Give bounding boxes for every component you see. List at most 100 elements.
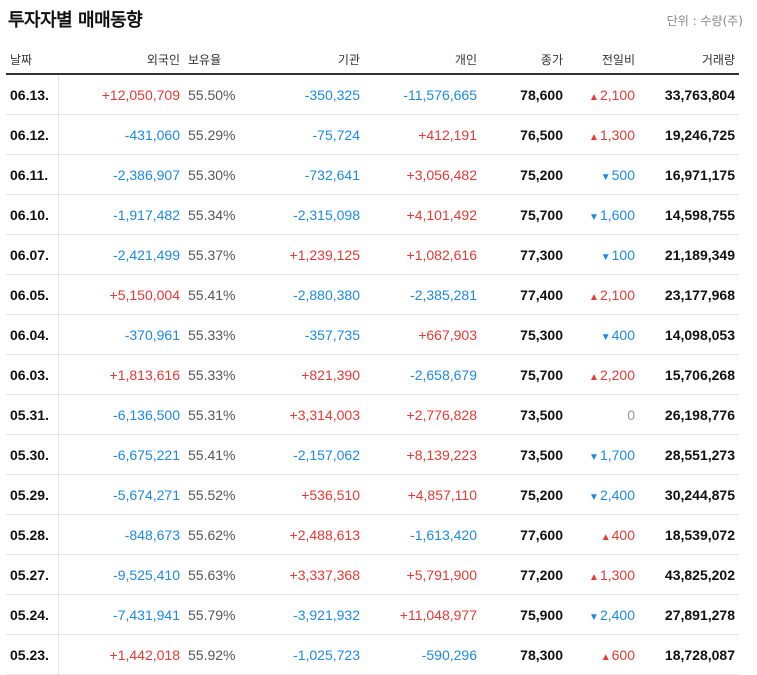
change-value: 2,100 [599,86,635,103]
change-value: 1,300 [599,126,635,143]
cell-change: ▼100 [567,234,639,275]
cell-individual: +412,191 [364,114,481,155]
triangle-down-icon: ▼ [589,451,599,463]
change-value: 2,400 [599,606,635,623]
cell-close: 75,200 [481,474,567,515]
cell-volume: 14,598,755 [639,194,739,235]
cell-change: ▼500 [567,154,639,195]
cell-holding-rate: 55.92% [184,634,246,675]
cell-foreign: -7,431,941 [58,594,184,635]
cell-foreign: -848,673 [58,514,184,555]
table-row: 05.24. -7,431,941 55.79% -3,921,932 +11,048,… [6,594,739,635]
cell-volume: 19,246,725 [639,114,739,155]
cell-individual: -590,296 [364,634,481,675]
cell-holding-rate: 55.30% [184,154,246,195]
cell-institution: +3,314,003 [246,394,364,435]
cell-foreign: +12,050,709 [58,74,184,115]
cell-close: 75,300 [481,314,567,355]
change-value: 2,200 [599,366,635,383]
cell-date: 06.13. [6,74,59,115]
cell-holding-rate: 55.33% [184,314,246,355]
change-value: 1,700 [599,446,635,463]
cell-individual: -2,385,281 [364,274,481,315]
cell-change: ▲400 [567,514,639,555]
cell-institution: -2,315,098 [246,194,364,235]
cell-date: 06.10. [6,194,59,235]
cell-close: 78,300 [481,634,567,675]
change-value: 400 [611,526,635,543]
cell-date: 06.03. [6,354,59,395]
cell-volume: 21,189,349 [639,234,739,275]
triangle-down-icon: ▼ [589,491,599,503]
cell-holding-rate: 55.41% [184,274,246,315]
table-row: 05.29. -5,674,271 55.52% +536,510 +4,857,110… [6,474,739,515]
cell-individual: -1,613,420 [364,514,481,555]
table-row: 05.28. -848,673 55.62% +2,488,613 -1,613,420… [6,514,739,555]
cell-individual: +11,048,977 [364,594,481,635]
col-header-change: 전일비 [567,45,639,75]
cell-date: 06.11. [6,154,59,195]
cell-close: 73,500 [481,394,567,435]
cell-holding-rate: 55.41% [184,434,246,475]
table-body: 06.13. +12,050,709 55.50% -350,325 -11,576,6… [6,74,739,675]
cell-foreign: +1,442,018 [58,634,184,675]
triangle-up-icon: ▲ [589,571,599,583]
cell-change: ▼400 [567,314,639,355]
cell-change: ▼1,700 [567,434,639,475]
col-header-volume: 거래량 [639,45,739,75]
cell-individual: +1,082,616 [364,234,481,275]
table-row: 05.23. +1,442,018 55.92% -1,025,723 -590,296… [6,634,739,675]
change-value: 2,400 [599,486,635,503]
cell-holding-rate: 55.37% [184,234,246,275]
cell-foreign: -6,675,221 [58,434,184,475]
cell-institution: -350,325 [246,74,364,115]
cell-individual: +2,776,828 [364,394,481,435]
page-title: 투자자별 매매동향 [8,10,143,31]
table-row: 06.13. +12,050,709 55.50% -350,325 -11,576,6… [6,74,739,115]
table-row: 05.27. -9,525,410 55.63% +3,337,368 +5,791,9… [6,554,739,595]
cell-change: ▼2,400 [567,594,639,635]
cell-volume: 15,706,268 [639,354,739,395]
cell-individual: +8,139,223 [364,434,481,475]
cell-individual: +3,056,482 [364,154,481,195]
cell-date: 05.24. [6,594,59,635]
cell-institution: -357,735 [246,314,364,355]
cell-individual: +667,903 [364,314,481,355]
col-header-holding-rate: 보유율 [184,45,246,75]
cell-holding-rate: 55.50% [184,74,246,115]
cell-close: 77,200 [481,554,567,595]
cell-holding-rate: 55.62% [184,514,246,555]
cell-close: 77,400 [481,274,567,315]
triangle-down-icon: ▼ [589,611,599,623]
cell-volume: 43,825,202 [639,554,739,595]
change-value: 400 [611,326,635,343]
investor-trading-table: 날짜 외국인 보유율 기관 개인 종가 전일비 거래량 06.13. +12,05… [6,45,739,675]
cell-foreign: -6,136,500 [58,394,184,435]
cell-date: 05.27. [6,554,59,595]
cell-change: ▼2,400 [567,474,639,515]
change-value: 100 [611,246,635,263]
col-header-date: 날짜 [6,45,58,75]
cell-volume: 23,177,968 [639,274,739,315]
cell-volume: 30,244,875 [639,474,739,515]
cell-holding-rate: 55.52% [184,474,246,515]
cell-foreign: -431,060 [58,114,184,155]
table-row: 05.30. -6,675,221 55.41% -2,157,062 +8,139,2… [6,434,739,475]
cell-institution: -732,641 [246,154,364,195]
cell-change: ▲2,200 [567,354,639,395]
cell-close: 77,300 [481,234,567,275]
change-value: 0 [627,406,635,423]
cell-foreign: -1,917,482 [58,194,184,235]
cell-close: 73,500 [481,434,567,475]
cell-institution: -2,880,380 [246,274,364,315]
triangle-up-icon: ▲ [589,131,599,143]
cell-close: 75,700 [481,354,567,395]
col-header-foreign: 외국인 [58,45,184,75]
cell-institution: +1,239,125 [246,234,364,275]
cell-institution: -1,025,723 [246,634,364,675]
cell-date: 06.12. [6,114,59,155]
table-row: 05.31. -6,136,500 55.31% +3,314,003 +2,776,8… [6,394,739,435]
triangle-up-icon: ▲ [589,91,599,103]
table-row: 06.04. -370,961 55.33% -357,735 +667,903 75,3… [6,314,739,355]
triangle-up-icon: ▲ [589,291,599,303]
